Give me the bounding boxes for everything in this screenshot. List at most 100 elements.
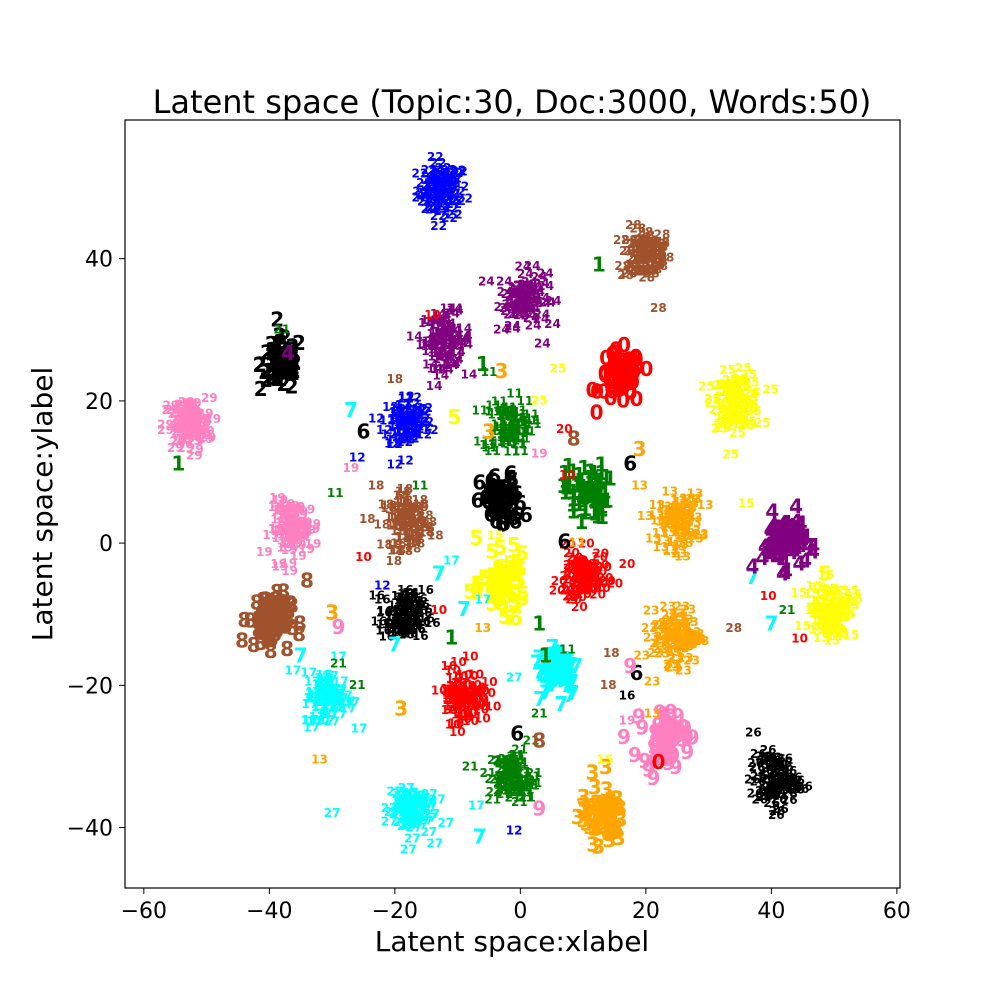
cluster-point-topic-5: 5 (507, 533, 521, 557)
cluster-point-topic-14: 14 (436, 331, 453, 345)
cluster-point-topic-0: 0 (616, 351, 630, 375)
cluster-point-topic-22: 22 (421, 180, 438, 194)
cluster-point-topic-28: 28 (651, 259, 668, 273)
scatter-point-topic-13: 13 (631, 479, 648, 493)
cluster-point-topic-23: 23 (643, 603, 660, 617)
x-tick-label: −60 (121, 899, 167, 924)
cluster-point-topic-12: 12 (422, 423, 439, 437)
cluster-point-topic-0: 0 (613, 358, 627, 382)
cluster-point-topic-25: 25 (735, 361, 752, 375)
cluster-point-topic-14: 14 (445, 324, 462, 338)
cluster-point-topic-24: 24 (518, 279, 535, 293)
cluster-point-topic-0: 0 (623, 362, 637, 386)
cluster-point-topic-14: 14 (438, 350, 455, 364)
cluster-point-topic-29: 29 (177, 421, 194, 435)
cluster-point-topic-25: 25 (718, 377, 735, 391)
cluster-point-topic-29: 29 (197, 407, 214, 421)
cluster-point-topic-1: 1 (574, 510, 588, 534)
cluster-point-topic-12: 12 (405, 411, 422, 425)
cluster-point-topic-28: 28 (638, 229, 655, 243)
cluster-point-topic-28: 28 (650, 253, 667, 267)
cluster-point-topic-22: 22 (425, 173, 442, 187)
scatter-point-topic-1: 1 (592, 252, 606, 276)
cluster-point-topic-24: 24 (516, 284, 533, 298)
y-tick-label: 20 (85, 390, 113, 415)
cluster-point-topic-2: 2 (265, 352, 279, 376)
cluster-point-topic-2: 2 (253, 353, 267, 377)
cluster-point-topic-14: 14 (446, 349, 463, 363)
x-tick-label: −20 (372, 899, 418, 924)
cluster-point-topic-22: 22 (451, 164, 468, 178)
cluster-point-topic-28: 28 (641, 238, 658, 252)
cluster-point-topic-24: 24 (545, 294, 562, 308)
cluster-point-topic-0: 0 (612, 371, 626, 395)
scatter-point-topic-4: 4 (281, 341, 295, 365)
scatter-point-topic-21: 21 (462, 760, 479, 774)
cluster-point-topic-0: 0 (630, 347, 644, 371)
cluster-point-topic-0: 0 (598, 363, 612, 387)
x-tick-label: 20 (632, 899, 660, 924)
cluster-point-topic-25: 25 (736, 393, 753, 407)
cluster-point-topic-4: 4 (789, 495, 803, 519)
cluster-point-topic-14: 14 (439, 316, 456, 330)
cluster-point-topic-29: 29 (198, 424, 215, 438)
scatter-point-topic-8: 8 (300, 569, 314, 593)
cluster-point-topic-22: 22 (450, 163, 467, 177)
cluster-point-topic-28: 28 (629, 253, 646, 267)
cluster-point-topic-0: 0 (604, 369, 618, 393)
cluster-point-topic-0: 0 (614, 375, 628, 399)
cluster-point-topic-0: 0 (604, 376, 618, 400)
cluster-point-topic-24: 24 (524, 259, 541, 273)
cluster-point-topic-24: 24 (509, 282, 526, 296)
scatter-point-topic-12: 12 (386, 457, 403, 471)
cluster-point-topic-22: 22 (430, 180, 447, 194)
scatter-point-topic-24: 24 (493, 322, 510, 336)
cluster-point-topic-14: 14 (428, 339, 445, 353)
cluster-point-topic-24: 24 (505, 296, 522, 310)
cluster-point-topic-25: 25 (736, 394, 753, 408)
cluster-point-topic-22: 22 (430, 171, 447, 185)
cluster-point-topic-25: 25 (714, 421, 731, 435)
cluster-point-topic-2: 2 (277, 353, 291, 377)
cluster-point-topic-2: 2 (260, 341, 274, 365)
cluster-point-topic-14: 14 (446, 302, 463, 316)
cluster-point-topic-0: 0 (615, 356, 629, 380)
cluster-point-topic-2: 2 (274, 367, 288, 391)
cluster-point-topic-14: 14 (429, 317, 446, 331)
cluster-point-topic-22: 22 (439, 187, 456, 201)
cluster-point-topic-22: 22 (427, 193, 444, 207)
cluster-point-topic-29: 29 (176, 406, 193, 420)
cluster-point-topic-0: 0 (620, 356, 634, 380)
cluster-point-topic-28: 28 (642, 260, 659, 274)
cluster-point-topic-0: 0 (607, 356, 621, 380)
scatter-point-topic-8: 8 (532, 729, 546, 753)
x-tick-label: 0 (513, 899, 527, 924)
cluster-point-topic-28: 28 (649, 256, 666, 270)
cluster-point-topic-28: 28 (623, 244, 640, 258)
cluster-point-topic-2: 2 (285, 374, 299, 398)
cluster-point-topic-28: 28 (622, 260, 639, 274)
cluster-point-topic-14: 14 (440, 356, 457, 370)
cluster-point-topic-25: 25 (740, 414, 757, 428)
cluster-point-topic-24: 24 (521, 302, 538, 316)
cluster-point-topic-22: 22 (433, 199, 450, 213)
plot-area: 2222222222222222222222222222222222222222… (157, 150, 863, 859)
scatter-point-topic-9: 9 (617, 725, 631, 749)
cluster-point-topic-0: 0 (612, 366, 626, 390)
cluster-point-topic-25: 25 (745, 404, 762, 418)
cluster-point-topic-29: 29 (186, 421, 203, 435)
cluster-point-topic-28: 28 (638, 270, 655, 284)
cluster-point-topic-29: 29 (197, 432, 214, 446)
cluster-point-topic-14: 14 (456, 337, 473, 351)
cluster-point-topic-29: 29 (191, 423, 208, 437)
cluster-point-topic-24: 24 (513, 302, 530, 316)
cluster-point-topic-14: 14 (421, 335, 438, 349)
cluster-point-topic-14: 14 (427, 314, 444, 328)
scatter-point-topic-27: 27 (324, 806, 341, 820)
cluster-point-topic-22: 22 (426, 171, 443, 185)
cluster-point-topic-6: 6 (507, 483, 521, 507)
cluster-point-topic-0: 0 (611, 359, 625, 383)
cluster-point-topic-25: 25 (733, 379, 750, 393)
cluster-point-topic-17: 17 (351, 721, 368, 735)
scatter-point-topic-13: 13 (644, 706, 661, 720)
